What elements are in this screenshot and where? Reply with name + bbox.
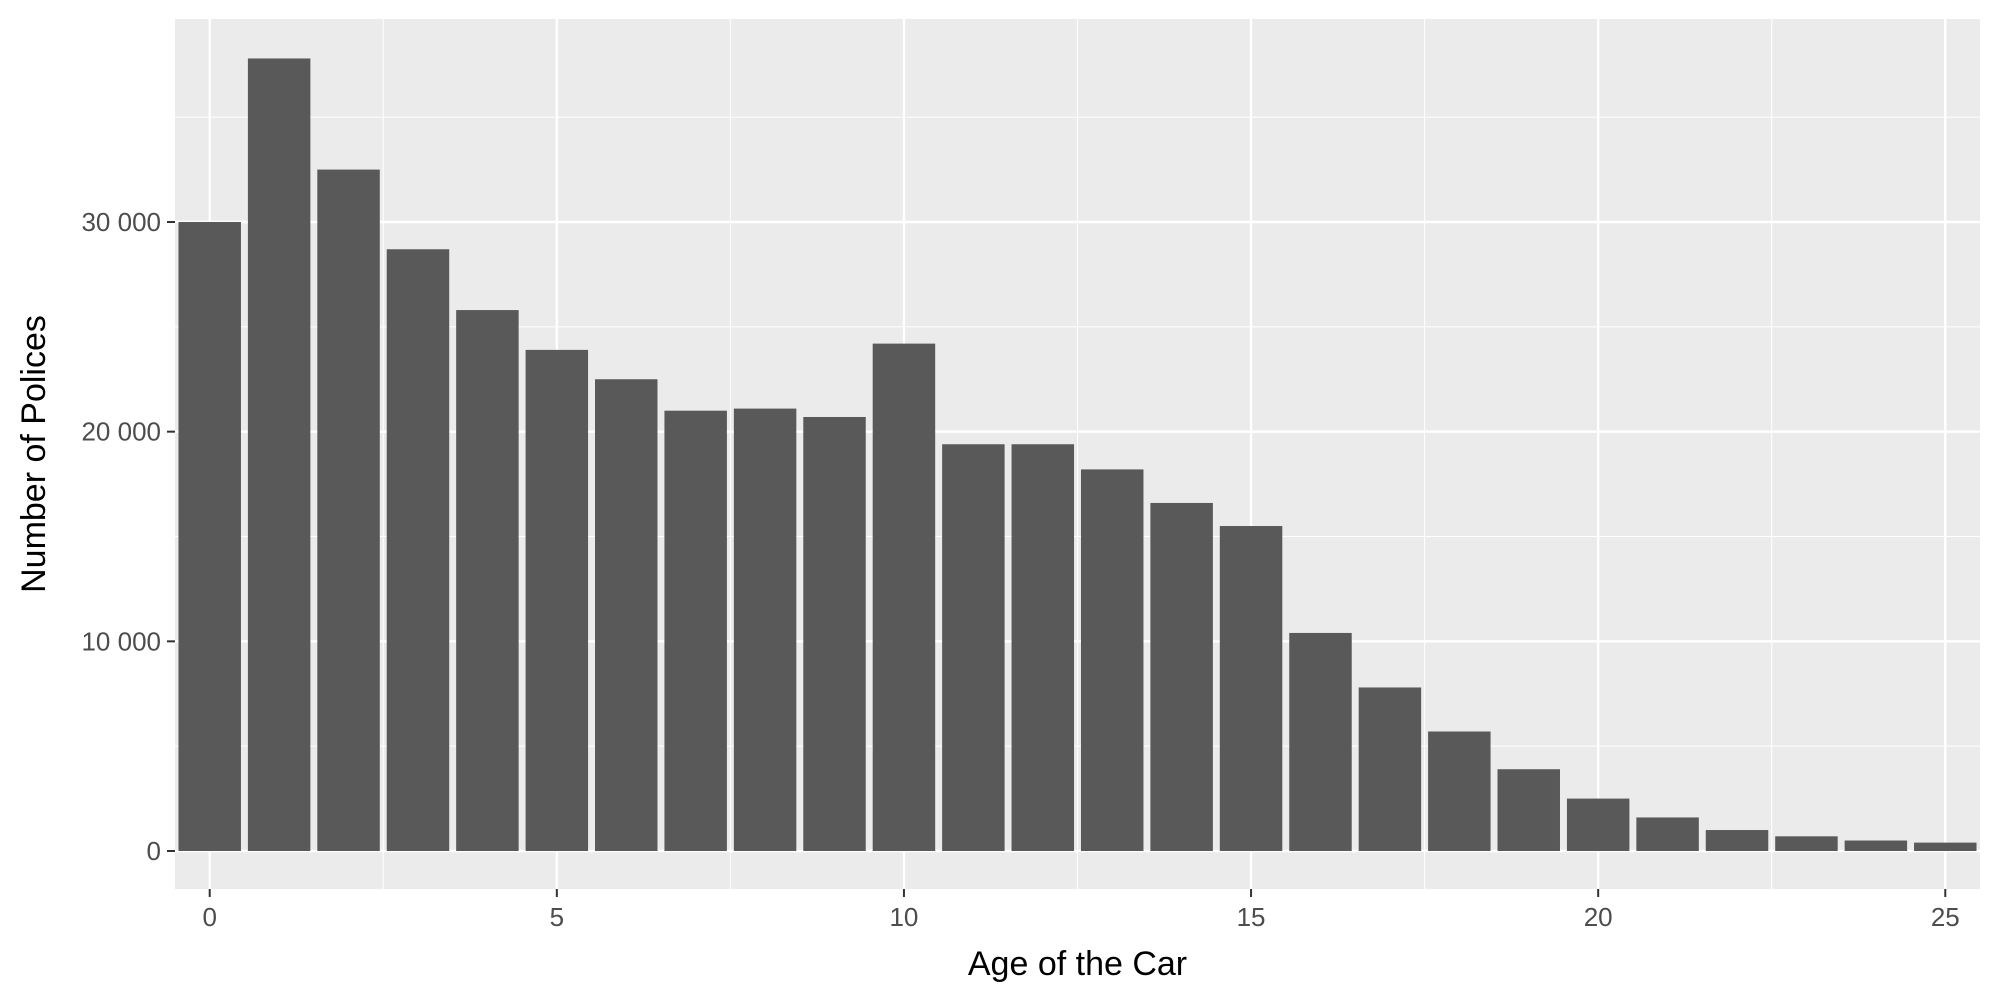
y-tick-label: 10 000 (81, 626, 161, 656)
bar-age-10 (872, 343, 936, 851)
bar-age-19 (1497, 769, 1560, 851)
y-tick-label: 0 (147, 836, 161, 866)
x-tick-label: 5 (550, 902, 564, 932)
x-tick-label: 10 (889, 902, 918, 932)
bar-age-14 (1150, 502, 1213, 851)
bar-age-11 (942, 444, 1005, 851)
bar-age-0 (178, 222, 241, 851)
x-tick-label: 0 (202, 902, 216, 932)
bar-age-6 (595, 379, 658, 851)
bar-age-8 (733, 408, 797, 851)
bar-age-1 (247, 58, 311, 851)
bar-age-24 (1844, 840, 1908, 851)
bar-age-21 (1636, 817, 1699, 851)
bar-age-20 (1566, 798, 1630, 851)
bar-age-23 (1775, 836, 1838, 851)
bar-age-22 (1705, 830, 1769, 851)
y-axis-title: Number of Polices (15, 315, 53, 593)
x-axis-title: Age of the Car (968, 945, 1187, 983)
bar-age-3 (386, 249, 450, 852)
bar-age-18 (1428, 731, 1491, 851)
bars (178, 58, 1977, 852)
bar-age-25 (1914, 842, 1977, 851)
bar-age-13 (1080, 469, 1144, 851)
y-tick-label: 20 000 (81, 417, 161, 447)
bar-age-5 (525, 349, 589, 851)
x-tick-label: 15 (1237, 902, 1266, 932)
bar-age-7 (664, 410, 727, 851)
bar-age-9 (803, 416, 866, 851)
bar-age-15 (1219, 526, 1283, 851)
x-tick-label: 20 (1584, 902, 1613, 932)
y-tick-label: 30 000 (81, 207, 161, 237)
bar-age-2 (317, 169, 380, 852)
bar-age-16 (1289, 632, 1352, 851)
bar-age-12 (1011, 444, 1075, 851)
x-tick-label: 25 (1931, 902, 1960, 932)
bar-age-17 (1358, 687, 1422, 851)
axis-ticks (167, 221, 1947, 897)
y-axis-tick-labels: 0 10 000 20 000 30 000 (81, 207, 161, 866)
bar-age-4 (456, 310, 519, 851)
x-axis-tick-labels: 0 5 10 15 20 25 (202, 902, 1959, 932)
